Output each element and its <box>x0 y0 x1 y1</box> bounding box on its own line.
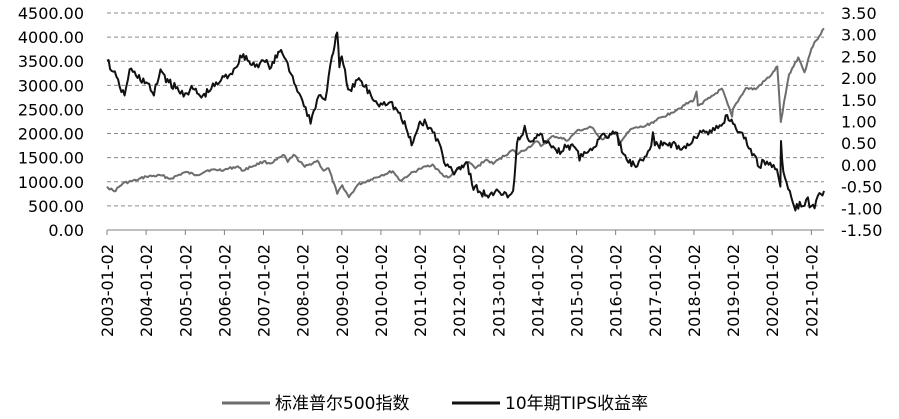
x-tick-label: 2010-01-02 <box>372 244 391 337</box>
right-tick-label: 0.50 <box>841 134 877 153</box>
x-tick-label: 2018-01-02 <box>685 244 704 337</box>
x-tick-label: 2016-01-02 <box>607 244 626 337</box>
right-tick-label: 3.50 <box>841 4 877 23</box>
right-tick-label: -1.50 <box>841 221 882 240</box>
x-tick-label: 2005-01-02 <box>176 244 195 337</box>
x-tick-label: 2013-01-02 <box>489 244 508 337</box>
x-tick-label: 2020-01-02 <box>763 244 782 337</box>
gridlines <box>107 12 824 231</box>
x-tick-label: 2017-01-02 <box>646 244 665 337</box>
x-tick-label: 2008-01-02 <box>294 244 313 337</box>
legend: 标准普尔500指数 10年期TIPS收益率 <box>222 394 648 414</box>
left-tick-label: 4500.00 <box>18 4 84 23</box>
left-y-axis: 0.00 500.00 1000.00 1500.00 2000.00 2500.00 30… <box>18 4 84 240</box>
x-tick-label: 2019-01-02 <box>724 244 743 337</box>
left-tick-label: 4000.00 <box>18 28 84 47</box>
legend-label-sp500: 标准普尔500指数 <box>275 394 409 414</box>
right-tick-label: 1.00 <box>841 113 877 132</box>
series-line <box>106 27 825 199</box>
x-tick-label: 2015-01-02 <box>568 244 587 337</box>
left-tick-label: 0.00 <box>48 221 84 240</box>
left-tick-label: 2500.00 <box>18 100 84 119</box>
left-tick-label: 2000.00 <box>18 125 84 144</box>
series-lines <box>106 27 825 212</box>
x-tick-label: 2003-01-02 <box>98 244 117 337</box>
right-tick-label: 0.00 <box>841 156 877 175</box>
left-tick-label: 1000.00 <box>18 173 84 192</box>
left-tick-label: 1500.00 <box>18 149 84 168</box>
x-tick-label: 2011-01-02 <box>411 244 430 337</box>
right-tick-label: 3.00 <box>841 26 877 45</box>
right-tick-label: 1.50 <box>841 91 877 110</box>
x-tick-label: 2007-01-02 <box>255 244 274 337</box>
left-tick-label: 500.00 <box>28 197 84 216</box>
x-tick-label: 2006-01-02 <box>215 244 234 337</box>
right-tick-label: 2.00 <box>841 69 877 88</box>
x-tick-label: 2014-01-02 <box>528 244 547 337</box>
x-tick-label: 2012-01-02 <box>450 244 469 337</box>
right-tick-label: -1.00 <box>841 199 882 218</box>
legend-label-tips: 10年期TIPS收益率 <box>505 394 648 414</box>
right-y-axis: -1.50 -1.00 -0.50 0.00 0.50 1.00 1.50 2.00 2.50 3… <box>841 4 882 240</box>
x-tick-label: 2004-01-02 <box>137 244 156 337</box>
left-tick-label: 3000.00 <box>18 76 84 95</box>
right-tick-label: -0.50 <box>841 178 882 197</box>
x-axis: 2003-01-02 2004-01-02 2005-01-02 2006-01-02… <box>98 230 821 337</box>
series-line <box>106 31 825 212</box>
left-tick-label: 3500.00 <box>18 52 84 71</box>
x-tick-label: 2009-01-02 <box>333 244 352 337</box>
right-tick-label: 2.50 <box>841 47 877 66</box>
x-tick-label: 2021-01-02 <box>802 244 821 337</box>
